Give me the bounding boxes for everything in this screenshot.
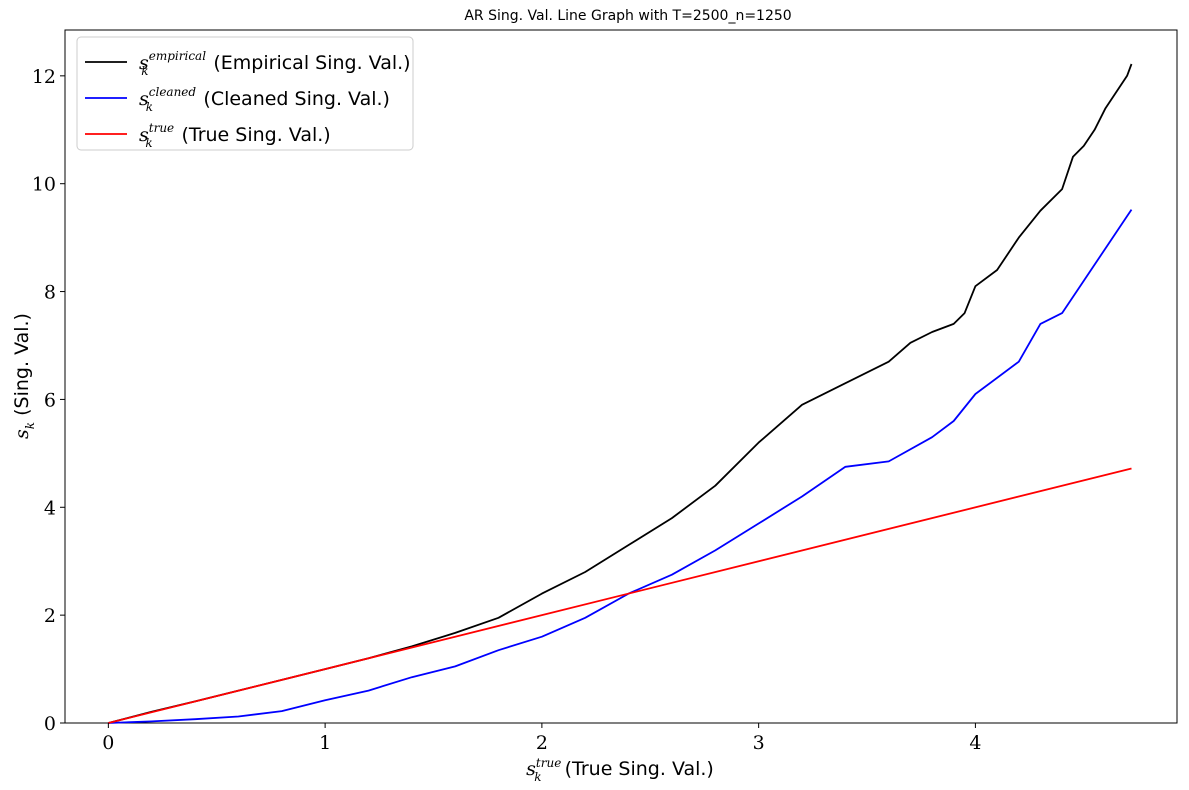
x-tick-label-2: 2 [536, 732, 548, 754]
y-axis-label: sk (Sing. Val.) [11, 313, 37, 439]
y-axis-label-symbol: s [11, 429, 33, 439]
y-tick-label-6: 12 [32, 66, 56, 88]
plot-area [64, 29, 1178, 724]
y-tick-label-1: 2 [44, 605, 56, 627]
series-layer [108, 63, 1133, 724]
chart-title: AR Sing. Val. Line Graph with T=2500_n=1… [464, 8, 791, 24]
y-tick-label-0: 0 [44, 713, 56, 735]
x-axis-label-text: (True Sing. Val.) [559, 758, 714, 780]
x-tick-label-1: 1 [319, 732, 331, 754]
legend-label-1: scleaned k (Cleaned Sing. Val.) [139, 85, 390, 114]
legend-entries: sempirical k (Empirical Sing. Val.) sclean… [85, 49, 411, 150]
legend-label-0: sempirical k (Empirical Sing. Val.) [139, 49, 411, 78]
legend: sempirical k (Empirical Sing. Val.) sclean… [76, 36, 414, 151]
x-axis-label-superscript: true [536, 756, 561, 770]
x-axis-label-subscript: k [534, 770, 541, 784]
y-tick-label-2: 4 [44, 497, 56, 519]
x-axis-label-symbol: s [526, 758, 536, 780]
x-tick-label-0: 0 [102, 732, 114, 754]
series-line-0 [108, 63, 1133, 724]
x-tick-label-4: 4 [969, 732, 981, 754]
series-line-2 [108, 467, 1132, 724]
y-tick-label-5: 10 [32, 174, 56, 196]
x-tick-label-3: 3 [753, 732, 765, 754]
series-line-1 [108, 209, 1133, 724]
x-axis-label: strue k (True Sing. Val.) [526, 756, 714, 784]
x-axis-ticks: 0 1 2 3 4 [102, 723, 981, 754]
legend-box [76, 36, 414, 151]
y-axis-ticks: 0 2 4 6 8 10 12 [32, 66, 65, 735]
y-tick-label-3: 6 [44, 389, 56, 411]
y-axis-label-subscript: k [23, 422, 37, 429]
y-axis-label-text: (Sing. Val.) [11, 313, 33, 422]
y-tick-label-4: 8 [44, 282, 56, 304]
legend-label-2: strue k (True Sing. Val.) [139, 121, 331, 150]
